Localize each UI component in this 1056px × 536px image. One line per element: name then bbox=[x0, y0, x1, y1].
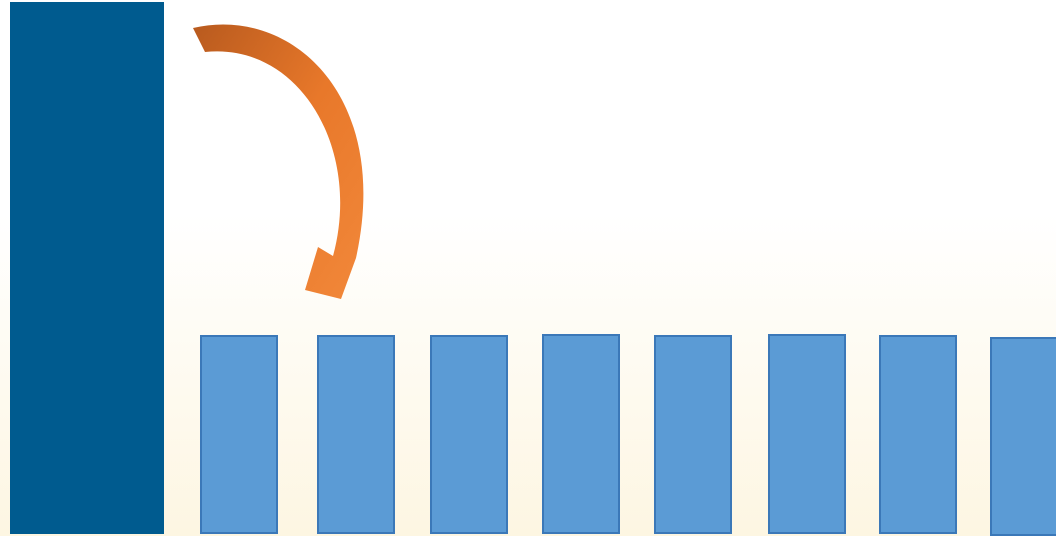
small-bar bbox=[879, 335, 957, 534]
small-bar bbox=[768, 334, 846, 534]
small-bar bbox=[317, 335, 395, 534]
small-bar bbox=[430, 335, 508, 534]
large-bar bbox=[10, 2, 164, 534]
small-bar bbox=[542, 334, 620, 534]
small-bar bbox=[654, 335, 732, 534]
small-bar bbox=[200, 335, 278, 534]
curved-arrow bbox=[193, 24, 364, 300]
small-bar bbox=[990, 337, 1056, 536]
